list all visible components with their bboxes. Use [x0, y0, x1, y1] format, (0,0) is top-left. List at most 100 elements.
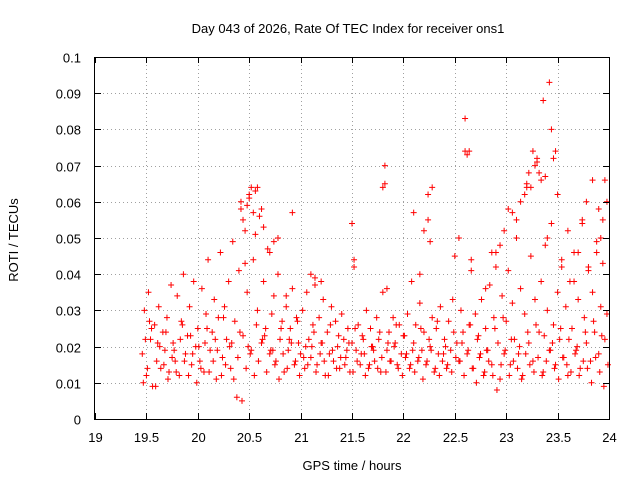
- x-axis-label: GPS time / hours: [303, 458, 402, 473]
- data-point: [477, 350, 484, 357]
- data-point: [270, 292, 277, 299]
- data-point: [592, 354, 599, 361]
- data-point: [174, 292, 181, 299]
- data-point: [480, 372, 487, 379]
- data-point: [482, 325, 489, 332]
- data-point: [357, 361, 364, 368]
- data-point: [529, 148, 536, 155]
- y-tick-labels: 0 0.01 0.02 0.03 0.04 0.05 0.06 0.07 0.08 0.09 0.1: [56, 51, 81, 428]
- data-point: [156, 343, 163, 350]
- data-point: [585, 263, 592, 270]
- data-point: [574, 343, 581, 350]
- data-point: [583, 339, 590, 346]
- data-point: [509, 300, 516, 307]
- data-point: [246, 191, 253, 198]
- x-tick-labels: 19 19.5 20 20.5 21 21.5 22 22.5 23 23.5 24: [88, 430, 616, 445]
- data-point: [409, 347, 416, 354]
- data-point: [146, 318, 153, 325]
- data-point: [575, 249, 582, 256]
- x-tick-label: 21: [294, 430, 308, 445]
- data-point: [468, 267, 475, 274]
- data-point: [401, 332, 408, 339]
- data-point: [601, 177, 608, 184]
- data-point: [360, 336, 367, 343]
- data-point: [412, 321, 419, 328]
- data-point: [213, 376, 220, 383]
- data-point: [378, 354, 385, 361]
- data-point: [579, 220, 586, 227]
- data-point: [546, 79, 553, 86]
- data-point: [188, 361, 195, 368]
- data-point: [244, 289, 251, 296]
- data-point: [393, 321, 400, 328]
- data-point: [353, 347, 360, 354]
- y-tick-label: 0.08: [56, 123, 81, 138]
- data-point: [169, 354, 176, 361]
- data-point: [464, 350, 471, 357]
- data-point: [436, 372, 443, 379]
- data-point: [371, 358, 378, 365]
- y-tick-label: 0.07: [56, 160, 81, 175]
- data-point: [379, 289, 386, 296]
- data-point: [513, 216, 520, 223]
- data-point: [198, 285, 205, 292]
- data-point: [564, 227, 571, 234]
- data-point: [221, 303, 228, 310]
- data-point: [340, 336, 347, 343]
- data-point: [432, 365, 439, 372]
- data-point: [539, 372, 546, 379]
- data-point: [523, 180, 530, 187]
- data-point: [143, 372, 150, 379]
- data-point: [448, 368, 455, 375]
- data-point: [242, 260, 249, 267]
- data-point: [473, 379, 480, 386]
- data-point: [289, 209, 296, 216]
- data-point: [196, 358, 203, 365]
- data-point: [548, 220, 555, 227]
- data-point: [313, 368, 320, 375]
- data-point: [418, 347, 425, 354]
- data-point: [510, 358, 517, 365]
- data-point: [429, 314, 436, 321]
- data-point: [179, 321, 186, 328]
- data-point: [506, 372, 513, 379]
- data-point: [600, 383, 607, 390]
- data-point: [297, 350, 304, 357]
- data-point: [252, 231, 259, 238]
- data-point: [359, 332, 366, 339]
- data-point: [367, 325, 374, 332]
- data-point: [547, 347, 554, 354]
- data-point: [332, 318, 339, 325]
- data-point: [303, 289, 310, 296]
- data-point: [490, 314, 497, 321]
- data-point: [488, 249, 495, 256]
- data-point: [377, 368, 384, 375]
- data-point: [311, 274, 318, 281]
- data-point: [542, 173, 549, 180]
- y-tick-label: 0.03: [56, 304, 81, 319]
- data-point: [551, 365, 558, 372]
- data-point: [242, 227, 249, 234]
- data-point: [341, 361, 348, 368]
- data-point: [593, 249, 600, 256]
- data-point: [195, 343, 202, 350]
- data-point: [376, 329, 383, 336]
- data-point: [516, 343, 523, 350]
- x-tick-label: 21.5: [340, 430, 365, 445]
- data-point: [258, 339, 265, 346]
- data-point: [564, 372, 571, 379]
- data-point: [237, 198, 244, 205]
- data-point: [558, 256, 565, 263]
- data-point: [155, 303, 162, 310]
- x-tick-label: 22.5: [443, 430, 468, 445]
- data-point: [214, 347, 221, 354]
- data-point: [414, 358, 421, 365]
- data-point: [497, 376, 504, 383]
- data-point: [601, 336, 608, 343]
- data-point: [264, 245, 271, 252]
- data-point: [501, 227, 508, 234]
- data-point: [186, 303, 193, 310]
- data-point: [151, 321, 158, 328]
- data-point: [206, 368, 213, 375]
- data-point: [200, 368, 207, 375]
